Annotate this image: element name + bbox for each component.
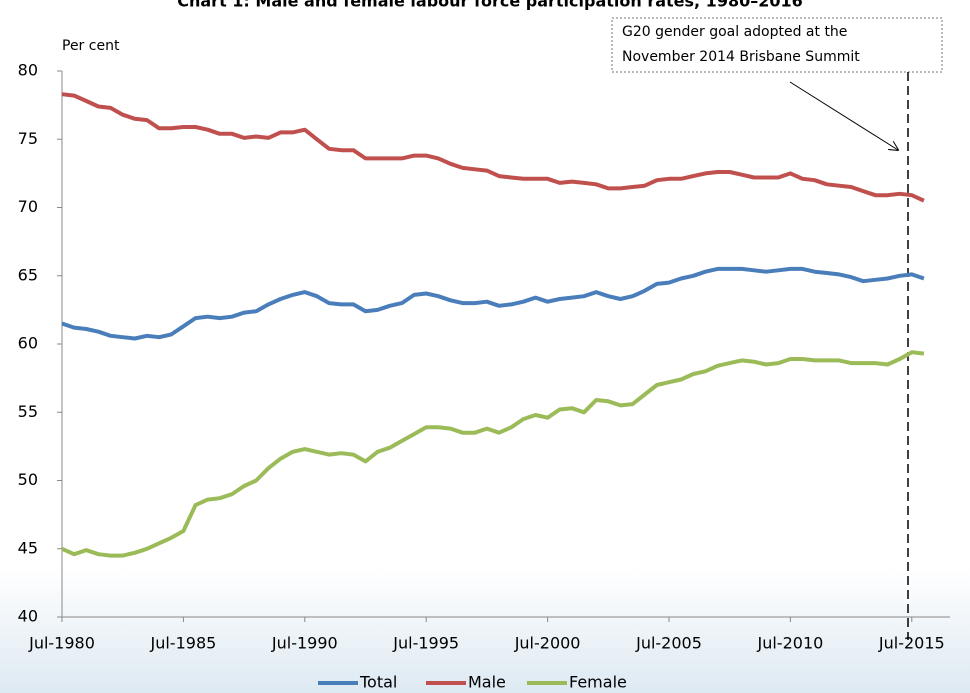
annotation: G20 gender goal adopted at the (622, 24, 847, 40)
annotation: November 2014 Brisbane Summit (622, 49, 860, 65)
series-line (61, 266, 925, 341)
x-tick-label: Jul-2000 (514, 634, 581, 653)
series-line (61, 350, 925, 558)
y-axis-label: Per cent (62, 38, 120, 54)
y-tick-label: 75 (18, 129, 38, 148)
x-tick-label: Jul-1985 (150, 634, 217, 653)
y-tick-label: 55 (18, 402, 38, 421)
x-tick-label: Jul-2015 (878, 634, 945, 653)
y-tick-label: 50 (18, 470, 38, 489)
annotation-box (611, 17, 943, 73)
y-tick-label: 65 (18, 265, 38, 284)
annotation-arrow (789, 81, 898, 150)
y-tick-label: 80 (18, 61, 38, 80)
x-tick-label: Jul-2010 (757, 634, 824, 653)
x-tick-label: Jul-1990 (271, 634, 338, 653)
y-tick-label: 45 (18, 538, 38, 557)
x-tick-label: Jul-1995 (392, 634, 459, 653)
chart-title: Chart 1: Male and female labour force pa… (177, 0, 803, 11)
y-tick-label: 60 (18, 334, 38, 353)
x-tick-label: Jul-1980 (28, 634, 95, 653)
legend-label: Male (468, 673, 506, 692)
series-line (61, 92, 925, 203)
y-tick-label: 70 (18, 197, 38, 216)
y-tick-label: 40 (18, 607, 38, 626)
legend-label: Total (359, 673, 397, 692)
legend-label: Female (569, 673, 627, 692)
x-tick-label: Jul-2005 (635, 634, 702, 653)
